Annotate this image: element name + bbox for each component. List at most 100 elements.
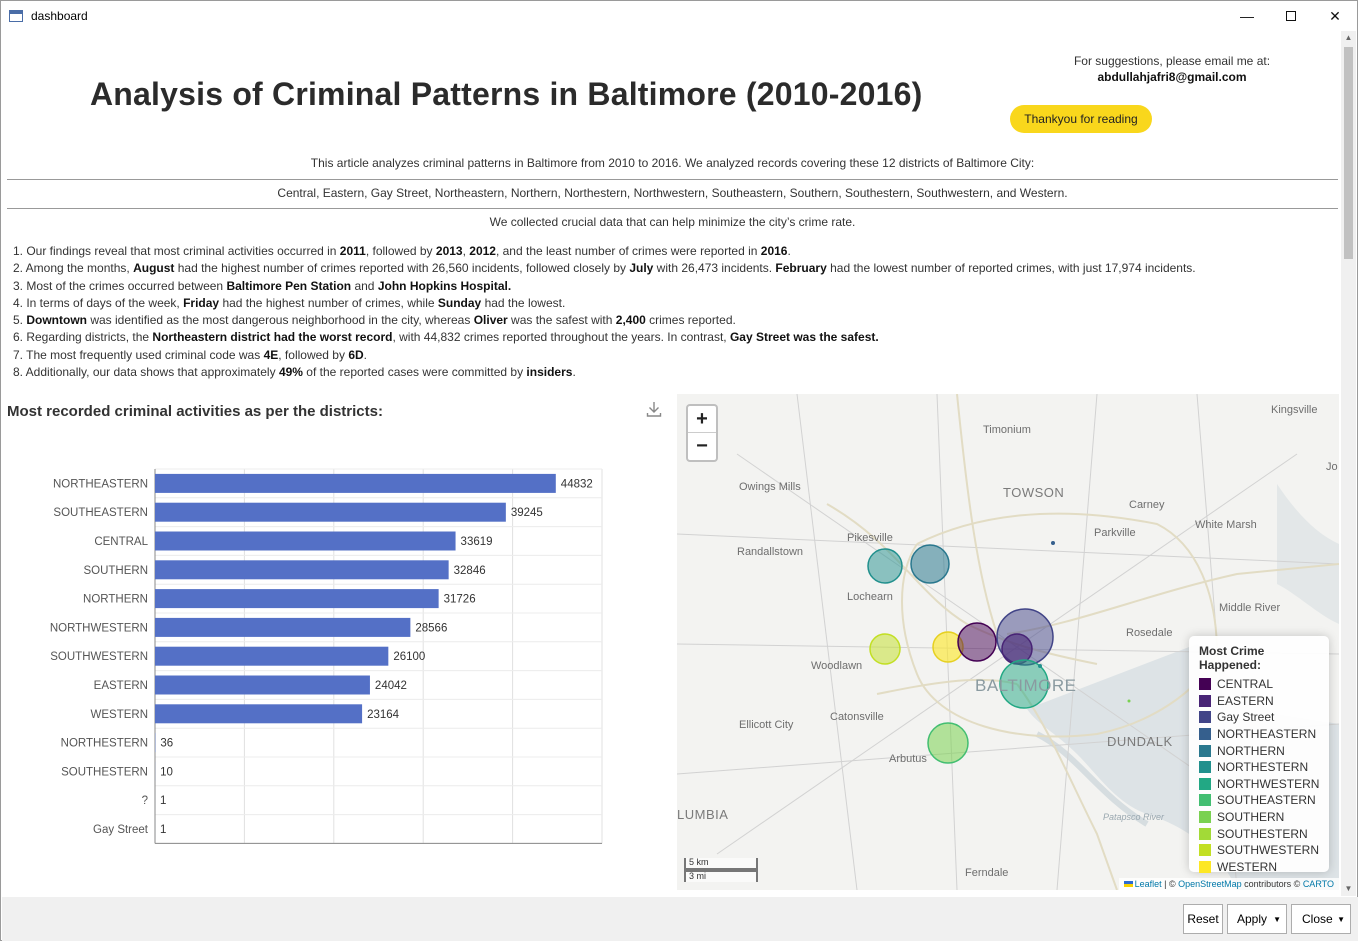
category-label: NORTHESTERN — [61, 738, 148, 750]
bar-value-label: 24042 — [375, 680, 407, 692]
legend-label: NORTHESTERN — [1217, 760, 1309, 775]
map-attribution: Leaflet | © OpenStreetMap contributors ©… — [1118, 878, 1339, 890]
legend-label: WESTERN — [1217, 859, 1277, 874]
map-place-label: Randallstown — [737, 546, 804, 558]
map-marker[interactable] — [999, 659, 1049, 709]
legend-label: Gay Street — [1217, 710, 1275, 725]
map-place-label: Rosedale — [1126, 627, 1173, 639]
map-legend: Most Crime Happened: CENTRAL EASTERN Gay S… — [1189, 636, 1329, 874]
legend-item: NORTHEASTERN — [1199, 726, 1329, 743]
legend-swatch — [1199, 844, 1211, 857]
carto-link[interactable]: CARTO — [1302, 879, 1334, 889]
map-marker[interactable] — [867, 548, 903, 584]
title-bar: dashboard — ✕ — [1, 1, 1357, 31]
close-dropdown-icon[interactable]: ▼ — [1337, 914, 1345, 924]
bar — [155, 704, 363, 724]
legend-swatch — [1199, 711, 1211, 724]
finding-item: 5. Downtown was identified as the most d… — [13, 313, 736, 328]
vertical-scrollbar[interactable]: ▲ ▼ — [1341, 31, 1356, 896]
legend-item: SOUTHERN — [1199, 809, 1329, 826]
zoom-out-button[interactable]: − — [696, 435, 708, 457]
map-place-label: Patapsco River — [1103, 812, 1165, 822]
finding-item: 2. Among the months, August had the high… — [13, 261, 1196, 276]
map-place-label: LUMBIA — [677, 807, 729, 822]
map-place-label: Ellicott City — [739, 719, 794, 731]
thanks-button[interactable]: Thankyou for reading — [1010, 105, 1152, 133]
scroll-down-arrow-icon[interactable]: ▼ — [1344, 884, 1353, 893]
findings-list: 1. Our findings reveal that most crimina… — [13, 243, 1196, 381]
district-bar-chart: 01000020000300004000050000NORTHEASTERN44… — [50, 468, 603, 844]
bar-value-label: 10 — [160, 766, 173, 778]
osm-link[interactable]: OpenStreetMap — [1178, 879, 1242, 889]
bottom-button-bar: Reset Apply ▼ Close ▼ — [2, 897, 1358, 941]
minimize-icon[interactable]: — — [1240, 8, 1254, 24]
category-label: SOUTHESTERN — [61, 766, 148, 778]
legend-swatch — [1199, 860, 1211, 873]
legend-label: SOUTHEASTERN — [1217, 793, 1316, 808]
map-marker[interactable] — [1127, 699, 1131, 703]
scroll-up-arrow-icon[interactable]: ▲ — [1344, 33, 1353, 42]
email-address[interactable]: abdullahjafri8@gmail.com — [1097, 70, 1247, 84]
reset-button[interactable]: Reset — [1183, 904, 1223, 934]
map-place-label: Woodlawn — [811, 660, 863, 672]
map-place-label: Kingsville — [1271, 404, 1318, 416]
apply-label: Apply — [1237, 912, 1268, 926]
legend-label: CENTRAL — [1217, 677, 1274, 692]
chart-heading: Most recorded criminal activities as per… — [7, 403, 383, 420]
intro-text: This article analyzes criminal patterns … — [310, 156, 1035, 170]
bar-value-label: 33619 — [461, 536, 493, 548]
map-marker[interactable] — [957, 622, 997, 662]
legend-label: NORTHEASTERN — [1217, 727, 1317, 742]
map-marker[interactable] — [869, 633, 901, 665]
map-place-label: TOWSON — [1003, 485, 1065, 500]
close-icon[interactable]: ✕ — [1329, 7, 1341, 24]
category-label: SOUTHEASTERN — [53, 507, 148, 519]
map-place-label: Catonsville — [830, 711, 884, 723]
map-place-label: Owings Mills — [739, 481, 801, 493]
districts-list: Central, Eastern, Gay Street, Northeaste… — [277, 186, 1068, 200]
map-place-label: Arbutus — [889, 753, 927, 765]
bar-value-label: 26100 — [393, 651, 425, 663]
bar-value-label: 36 — [160, 738, 173, 750]
close-button[interactable]: Close ▼ — [1291, 904, 1351, 934]
legend-swatch — [1199, 678, 1211, 691]
bar-value-label: 1 — [160, 824, 166, 836]
bar-value-label: 44832 — [561, 478, 593, 490]
category-label: NORTHERN — [83, 594, 148, 606]
legend-label: EASTERN — [1217, 693, 1274, 708]
legend-item: Gay Street — [1199, 709, 1329, 726]
zoom-in-button[interactable]: + — [688, 406, 716, 433]
bar-value-label: 39245 — [511, 507, 543, 519]
ukraine-flag-icon — [1123, 881, 1133, 887]
scroll-thumb[interactable] — [1344, 47, 1353, 259]
finding-item: 8. Additionally, our data shows that app… — [13, 365, 576, 380]
map-marker[interactable] — [1038, 664, 1042, 668]
map-marker[interactable] — [927, 722, 969, 764]
intro-closing: We collected crucial data that can help … — [489, 215, 856, 229]
map-marker[interactable] — [910, 544, 950, 584]
bar — [155, 589, 439, 609]
apply-button[interactable]: Apply ▼ — [1227, 904, 1287, 934]
map-place-label: White Marsh — [1195, 519, 1257, 531]
map-marker[interactable] — [1051, 541, 1055, 545]
map-place-label: Ferndale — [965, 867, 1009, 879]
legend-swatch — [1199, 761, 1211, 774]
finding-item: 7. The most frequently used criminal cod… — [13, 347, 367, 362]
app-icon — [9, 10, 23, 22]
download-icon[interactable] — [645, 400, 663, 418]
category-label: Gay Street — [93, 824, 149, 836]
map-place-label: Carney — [1129, 499, 1165, 511]
legend-label: NORTHERN — [1217, 743, 1285, 758]
legend-swatch — [1199, 728, 1211, 741]
maximize-icon[interactable] — [1269, 1, 1313, 31]
bar-value-label: 32846 — [454, 565, 486, 577]
leaflet-link[interactable]: Leaflet — [1134, 879, 1162, 889]
apply-dropdown-icon[interactable]: ▼ — [1273, 914, 1281, 924]
legend-item: SOUTHWESTERN — [1199, 842, 1329, 859]
legend-title: Most Crime Happened: — [1199, 644, 1265, 672]
dashboard-content: Analysis of Criminal Patterns in Baltimo… — [2, 31, 1342, 896]
bar — [155, 502, 506, 522]
category-label: EASTERN — [94, 680, 148, 692]
crime-map[interactable]: Kingsville Timonium Jo Owings Mills TOWSON Ca… — [677, 394, 1339, 890]
